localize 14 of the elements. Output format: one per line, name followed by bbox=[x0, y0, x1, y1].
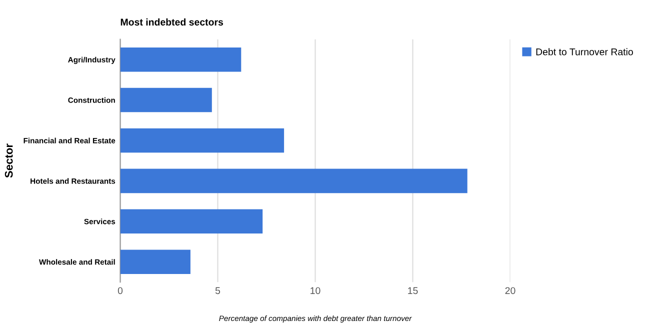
bar bbox=[120, 47, 242, 72]
bar bbox=[120, 128, 284, 153]
bar bbox=[120, 88, 212, 112]
y-axis-title: Sector bbox=[4, 144, 13, 178]
legend-label: Debt to Turnover Ratio bbox=[536, 48, 633, 56]
x-tick-label: 20 bbox=[505, 287, 516, 294]
bar bbox=[120, 168, 468, 194]
x-tick-label: 0 bbox=[118, 287, 123, 294]
bar bbox=[120, 209, 263, 234]
x-tick-label: 10 bbox=[310, 287, 320, 294]
x-tick-label: 15 bbox=[408, 287, 418, 294]
x-tick-label: 5 bbox=[215, 287, 220, 294]
chart-title: Most indebted sectors bbox=[120, 18, 224, 26]
bar bbox=[120, 250, 190, 274]
